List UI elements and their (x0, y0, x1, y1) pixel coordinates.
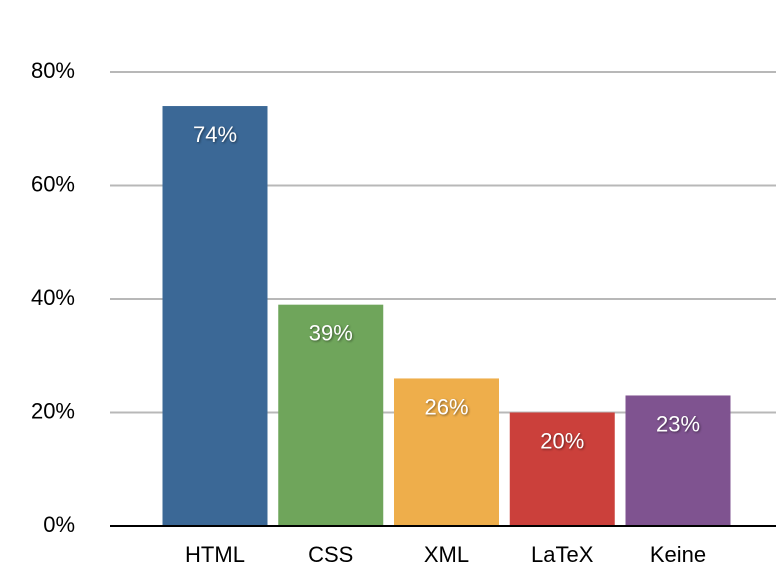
y-tick-label: 20% (31, 398, 75, 423)
x-tick-label: HTML (185, 542, 245, 567)
y-tick-label: 80% (31, 58, 75, 83)
x-tick-label: LaTeX (531, 542, 594, 567)
bar (394, 378, 499, 526)
bar (278, 304, 384, 526)
bar (625, 395, 731, 526)
y-tick-label: 0% (43, 512, 75, 537)
bar (509, 412, 615, 526)
value-label: 23% (656, 411, 700, 436)
x-tick-label: XML (424, 542, 469, 567)
value-label: 39% (309, 320, 353, 345)
x-tick-label: Keine (650, 542, 706, 567)
y-tick-label: 60% (31, 171, 75, 196)
value-label: 74% (193, 122, 237, 147)
x-tick-label: CSS (308, 542, 353, 567)
y-tick-label: 40% (31, 285, 75, 310)
value-label: 26% (424, 394, 468, 419)
bar (162, 106, 268, 527)
value-label: 20% (540, 428, 584, 453)
